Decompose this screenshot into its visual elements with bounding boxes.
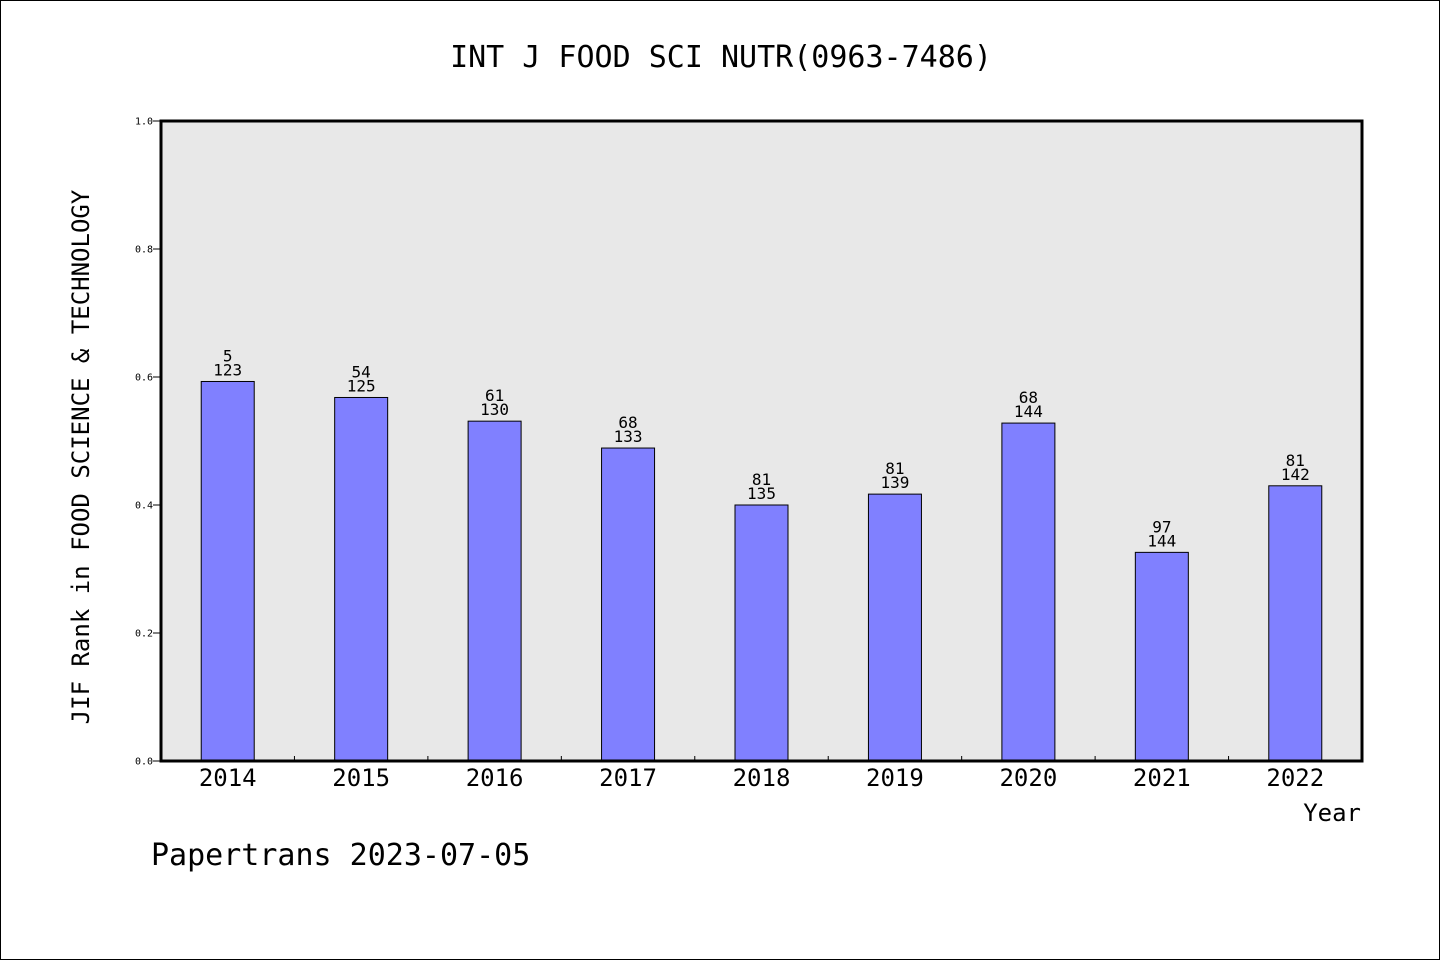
bar-rank-label: 81 <box>1286 451 1305 470</box>
bar <box>334 396 389 762</box>
x-tick-label: 2015 <box>332 764 390 792</box>
chart-title: INT J FOOD SCI NUTR(0963-7486) <box>450 40 992 75</box>
bar <box>734 504 789 762</box>
bar-total-label: 123 <box>213 360 242 379</box>
x-axis-label: Year <box>1303 799 1361 827</box>
bar-total-label: 135 <box>747 484 776 503</box>
x-tick-label: 2016 <box>466 764 524 792</box>
y-tick-label: 0.0 <box>135 757 153 768</box>
bar <box>1001 422 1056 762</box>
x-tick-label: 2018 <box>733 764 791 792</box>
bar <box>1134 551 1189 762</box>
y-axis-label: JIF Rank in FOOD SCIENCE & TECHNOLOGY <box>67 189 95 724</box>
y-tick-label: 0.6 <box>135 373 153 384</box>
bar-rank-label: 81 <box>885 459 904 478</box>
bar <box>1268 485 1323 762</box>
bar-rank-label: 68 <box>1019 388 1038 407</box>
x-tick-label: 2021 <box>1133 764 1191 792</box>
bar <box>601 447 656 762</box>
bar-total-label: 125 <box>347 376 376 395</box>
bar <box>200 380 255 762</box>
bar <box>467 420 522 762</box>
bar-rank-label: 61 <box>485 386 504 405</box>
y-tick-label: 1.0 <box>135 117 153 128</box>
x-tick-label: 2017 <box>599 764 657 792</box>
y-tick-label: 0.4 <box>135 501 153 512</box>
bar-total-label: 144 <box>1147 531 1176 550</box>
bar-rank-label: 54 <box>352 362 371 381</box>
x-axis: 2014 2015 2016 2017 2018 2019 2020 2021 2022 <box>199 756 1324 792</box>
bar-total-label: 133 <box>614 427 643 446</box>
y-tick-label: 0.8 <box>135 245 153 256</box>
bar-rank-label: 81 <box>752 470 771 489</box>
bar-total-label: 142 <box>1281 465 1310 484</box>
x-tick-label: 2019 <box>866 764 924 792</box>
y-axis: 0.0 0.2 0.4 0.6 0.8 1.0 <box>135 117 161 768</box>
x-tick-label: 2020 <box>999 764 1057 792</box>
bar-total-label: 144 <box>1014 402 1043 421</box>
plot-border <box>159 119 1364 763</box>
bar-total-label: 139 <box>880 473 909 492</box>
x-tick-label: 2014 <box>199 764 257 792</box>
bar-total-label: 130 <box>480 400 509 419</box>
bar-rank-label: 5 <box>223 346 233 365</box>
bar <box>867 493 922 762</box>
x-tick-label: 2022 <box>1266 764 1324 792</box>
bar-rank-label: 97 <box>1152 517 1171 536</box>
y-tick-label: 0.2 <box>135 629 153 640</box>
bar-rank-label: 68 <box>618 413 637 432</box>
footer-text: Papertrans 2023-07-05 <box>151 838 530 873</box>
